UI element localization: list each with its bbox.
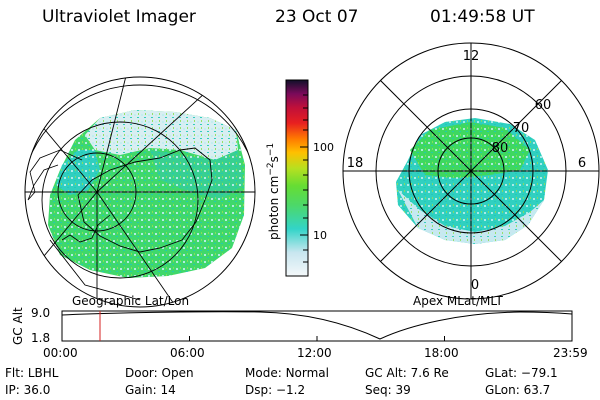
info-seq: Seq: 39 <box>365 383 411 397</box>
apex-panel-label: Apex MLat/MLT <box>413 294 503 308</box>
info-gc-alt: GC Alt: 7.6 Re <box>365 366 449 380</box>
geographic-panel-label: Geographic Lat/Lon <box>72 294 190 308</box>
info-gain: Gain: 14 <box>125 383 176 397</box>
geographic-image <box>24 76 256 308</box>
info-flt: Flt: LBHL <box>5 366 59 380</box>
mlt-label-12: 12 <box>463 49 480 64</box>
image-date: 23 Oct 07 <box>275 7 359 27</box>
mlt-label-18: 18 <box>347 156 364 171</box>
mlat-label-80: 80 <box>492 141 509 156</box>
info-glat: GLat: −79.1 <box>485 366 558 380</box>
info-ip: IP: 36.0 <box>5 383 51 397</box>
colorbar-unit-label: photon cm−2s−1 <box>266 143 281 240</box>
gc-alt-xtick: 12:00 <box>297 346 332 360</box>
info-door: Door: Open <box>125 366 194 380</box>
gc-alt-curve <box>61 311 573 340</box>
colorbar <box>285 79 309 277</box>
info-glon: GLon: 63.7 <box>485 383 551 397</box>
instrument-title: Ultraviolet Imager <box>42 7 196 27</box>
gc-alt-ytick-min: 1.8 <box>31 331 51 345</box>
mlat-label-70: 70 <box>513 121 530 136</box>
mlt-label-6: 6 <box>578 156 586 171</box>
gc-alt-xtick: 18:00 <box>424 346 459 360</box>
info-dsp: Dsp: −1.2 <box>245 383 306 397</box>
gc-alt-plot <box>61 310 573 342</box>
image-time: 01:49:58 UT <box>430 7 535 27</box>
colorbar-tick-10: 10 <box>313 229 327 242</box>
apex-polar-image <box>342 42 600 300</box>
gc-alt-axis-label: GC Alt <box>11 307 25 345</box>
info-mode: Mode: Normal <box>245 366 329 380</box>
gc-alt-xtick: 00:00 <box>43 346 78 360</box>
gc-alt-xtick: 06:00 <box>170 346 205 360</box>
gc-alt-ytick-max: 9.0 <box>31 306 51 320</box>
colorbar-tick-100: 100 <box>313 141 334 154</box>
gc-alt-xtick: 23:59 <box>553 346 588 360</box>
mlt-label-0: 0 <box>471 278 479 293</box>
mlat-label-60: 60 <box>535 98 552 113</box>
